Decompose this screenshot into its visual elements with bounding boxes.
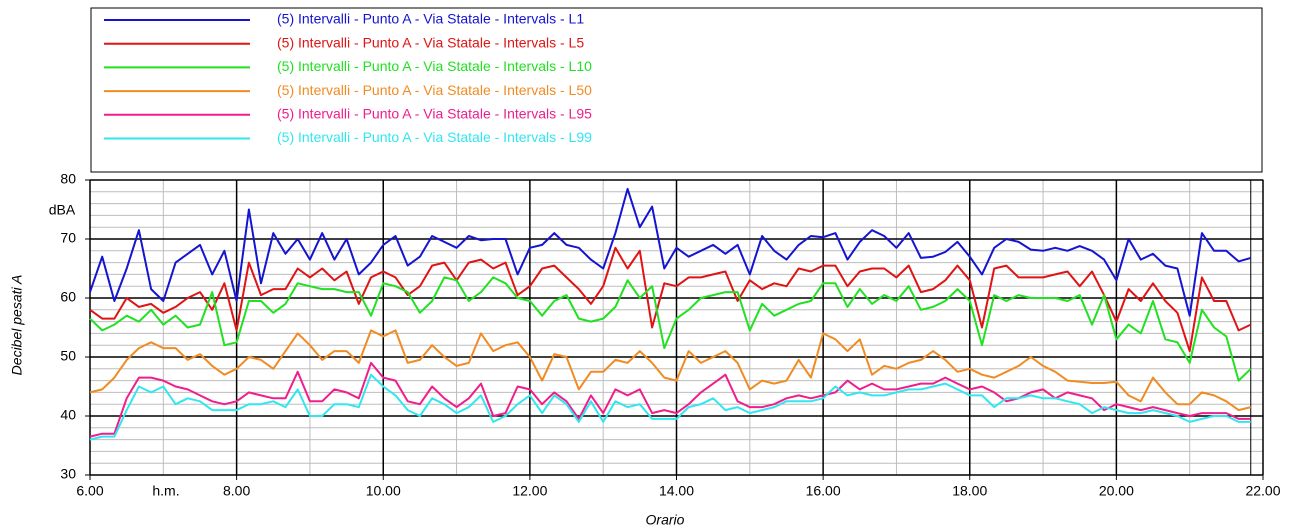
x-tick-label: 6.00	[76, 483, 103, 499]
legend-label: (5) Intervalli - Punto A - Via Statale -…	[277, 106, 592, 122]
legend-label: (5) Intervalli - Punto A - Via Statale -…	[277, 34, 584, 50]
plot-frame	[89, 179, 1264, 476]
y-tick-label: 70	[60, 230, 76, 246]
series-line	[89, 361, 1251, 438]
x-unit: h.m.	[152, 483, 179, 499]
x-axis-label: Orario	[646, 512, 685, 528]
legend-label: (5) Intervalli - Punto A - Via Statale -…	[277, 82, 592, 98]
series-line	[89, 373, 1251, 441]
y-tick-label: 50	[60, 348, 76, 364]
x-tick-label: 20.00	[1099, 483, 1134, 499]
series-line	[89, 329, 1252, 412]
legend-label: (5) Intervalli - Punto A - Via Statale -…	[277, 11, 584, 27]
x-tick-label: 12.00	[512, 483, 547, 499]
legend-box	[90, 7, 1263, 173]
x-tick-label: 8.00	[223, 483, 250, 499]
x-tick-label: 10.00	[366, 483, 401, 499]
series-line	[89, 187, 1252, 317]
x-tick-label: 18.00	[952, 483, 987, 499]
legend-label: (5) Intervalli - Punto A - Via Statale -…	[277, 129, 592, 145]
series-line	[89, 276, 1252, 382]
legend-label: (5) Intervalli - Punto A - Via Statale -…	[277, 58, 592, 74]
y-tick-label: 40	[60, 407, 76, 423]
x-tick-label: 14.00	[659, 483, 694, 499]
x-tick-label: 16.00	[806, 483, 841, 499]
y-unit: dBA	[49, 202, 76, 218]
series-line	[89, 246, 1252, 353]
y-axis-label: Decibel pesati A	[9, 275, 25, 376]
y-tick-label: 60	[60, 289, 76, 305]
y-tick-label: 30	[60, 466, 76, 482]
x-tick-label: 22.00	[1245, 483, 1280, 499]
y-tick-label: 80	[60, 171, 76, 187]
